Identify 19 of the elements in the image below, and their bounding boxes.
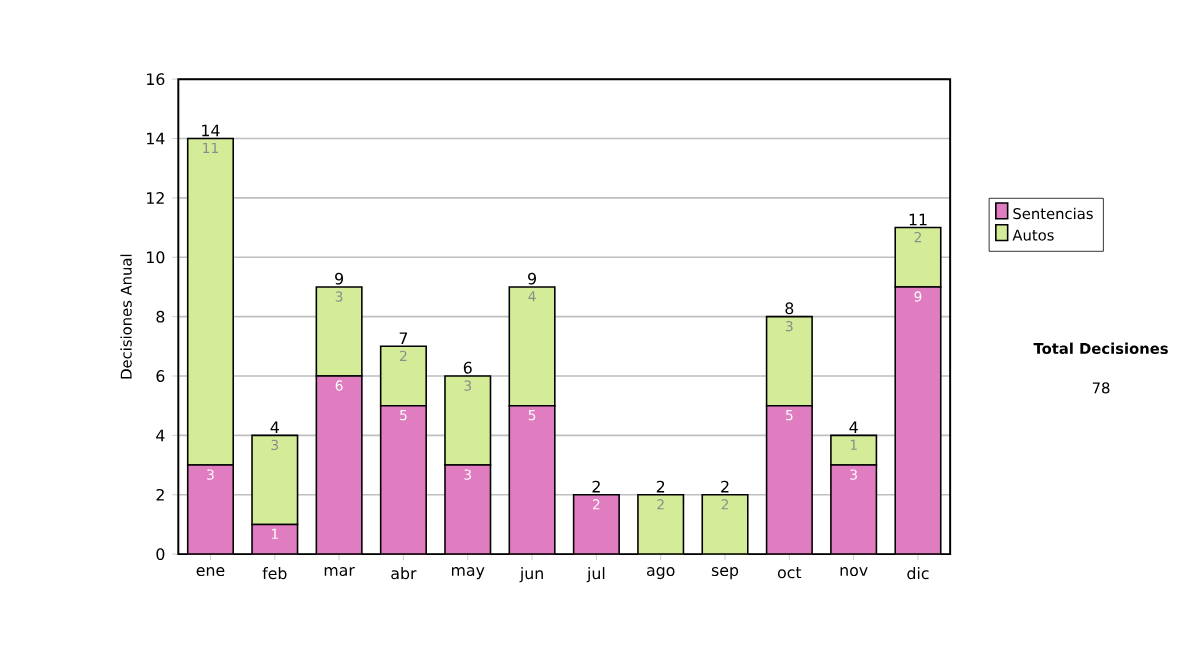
bar: [765, 315, 813, 407]
bar: [702, 494, 748, 554]
bar: [187, 464, 234, 554]
bar: [894, 226, 942, 288]
bar: [508, 285, 556, 407]
bar: [444, 464, 491, 554]
bar: [316, 375, 362, 554]
bar: [894, 285, 942, 554]
bar: [766, 405, 813, 554]
bar: [637, 494, 684, 554]
bar: [509, 405, 555, 554]
bar: [830, 464, 877, 554]
bar: [444, 374, 492, 466]
bar: [573, 494, 620, 554]
bar: [186, 137, 235, 466]
bar: [379, 345, 427, 407]
bar: [380, 405, 427, 554]
bar: [315, 285, 363, 377]
bar: [251, 434, 299, 525]
